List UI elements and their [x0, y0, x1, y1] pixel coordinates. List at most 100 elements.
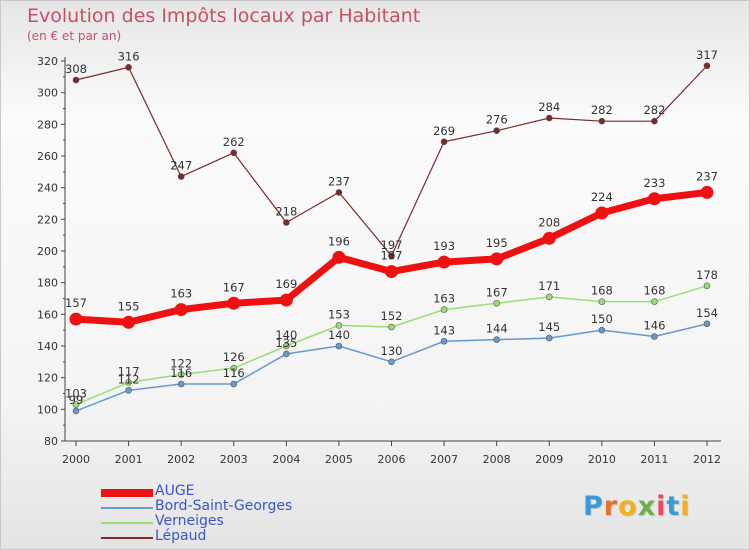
data-point	[177, 173, 185, 180]
x-tick-label: 2005	[325, 453, 353, 466]
data-label: 163	[433, 292, 455, 306]
data-point	[283, 350, 290, 358]
data-point	[72, 407, 80, 415]
chart-title: Evolution des Impôts locaux par Habitant	[27, 5, 421, 27]
y-tick-label: 260	[37, 150, 58, 163]
data-label: 282	[591, 103, 613, 117]
data-point	[122, 315, 136, 329]
data-label: 143	[433, 323, 455, 337]
data-label: 169	[275, 277, 297, 291]
data-point	[598, 117, 606, 125]
data-label: 154	[696, 306, 718, 320]
data-point	[335, 322, 343, 329]
logo-letter: i	[656, 491, 667, 522]
logo-letter: r	[603, 491, 619, 522]
data-label: 155	[118, 299, 140, 313]
data-label: 135	[275, 336, 297, 350]
x-tick-label: 2011	[640, 453, 668, 466]
data-point	[177, 380, 185, 388]
data-label: 308	[65, 62, 87, 76]
y-tick-label: 140	[37, 340, 58, 353]
logo-letter: x	[637, 491, 657, 522]
data-point	[125, 379, 132, 386]
data-label: 140	[328, 328, 350, 342]
data-point	[542, 231, 556, 245]
logo-letter: t	[666, 491, 681, 522]
data-label: 116	[223, 366, 245, 380]
data-label: 167	[223, 280, 245, 294]
data-point	[647, 192, 661, 206]
data-point	[230, 364, 238, 372]
data-point	[125, 387, 132, 394]
legend-label: Bord-Saint-Georges	[155, 498, 293, 514]
legend-label: Lépaud	[155, 528, 207, 544]
x-tick-label: 2010	[588, 453, 616, 466]
y-tick-label: 280	[37, 118, 58, 131]
data-point	[388, 323, 395, 331]
data-label: 224	[591, 190, 613, 204]
data-point	[493, 336, 500, 343]
data-point	[703, 320, 711, 328]
data-label: 237	[696, 169, 718, 183]
data-point	[651, 333, 658, 340]
data-point	[385, 265, 398, 279]
x-tick-label: 2009	[535, 453, 563, 466]
data-point	[72, 76, 80, 84]
legend-swatch	[101, 522, 153, 524]
data-label: 112	[118, 372, 140, 386]
data-label: 269	[433, 124, 455, 138]
data-point	[230, 149, 238, 157]
data-point	[440, 306, 448, 313]
data-point	[279, 293, 293, 307]
y-tick-label: 220	[37, 213, 58, 226]
logo-letter: i	[680, 491, 691, 522]
y-tick-label: 200	[37, 245, 58, 258]
x-tick-label: 2012	[693, 453, 721, 466]
data-label: 153	[328, 307, 350, 321]
y-tick-label: 100	[37, 403, 58, 416]
data-label: 282	[643, 103, 665, 117]
data-label: 197	[381, 238, 403, 252]
data-label: 163	[170, 287, 192, 301]
data-label: 117	[118, 364, 140, 378]
data-label: 193	[433, 239, 455, 253]
data-point	[437, 255, 451, 269]
data-point	[177, 371, 185, 378]
data-label: 284	[538, 100, 560, 114]
data-label: 171	[538, 279, 560, 293]
data-point	[283, 219, 290, 226]
x-tick-label: 2008	[483, 453, 511, 466]
data-label: 150	[591, 312, 613, 326]
data-label: 140	[275, 328, 297, 342]
data-point	[703, 62, 711, 70]
data-label: 145	[538, 320, 560, 334]
data-label: 144	[486, 322, 508, 336]
data-point	[125, 64, 132, 71]
data-label: 178	[696, 268, 718, 282]
data-label: 218	[275, 205, 297, 219]
data-label: 126	[223, 350, 245, 364]
y-tick-label: 320	[37, 55, 58, 68]
legend-label: Verneiges	[155, 513, 224, 529]
data-label: 167	[486, 285, 508, 299]
data-point	[335, 342, 343, 350]
y-tick-label: 80	[44, 435, 58, 448]
data-label: 157	[65, 296, 87, 310]
legend-swatch	[101, 489, 153, 497]
y-tick-label: 300	[37, 87, 58, 100]
data-point	[332, 250, 346, 264]
legend-swatch	[101, 507, 153, 509]
data-label: 122	[170, 357, 192, 371]
data-point	[230, 380, 238, 388]
data-label: 262	[223, 135, 245, 149]
y-tick-label: 240	[37, 182, 58, 195]
x-tick-label: 2003	[220, 453, 248, 466]
legend-label: AUGE	[155, 483, 195, 499]
legend-swatch	[101, 537, 153, 539]
data-label: 317	[696, 48, 718, 62]
data-point	[174, 303, 188, 317]
data-point	[651, 117, 658, 125]
data-label: 146	[643, 319, 665, 333]
data-point	[440, 138, 448, 146]
data-point	[598, 326, 606, 334]
